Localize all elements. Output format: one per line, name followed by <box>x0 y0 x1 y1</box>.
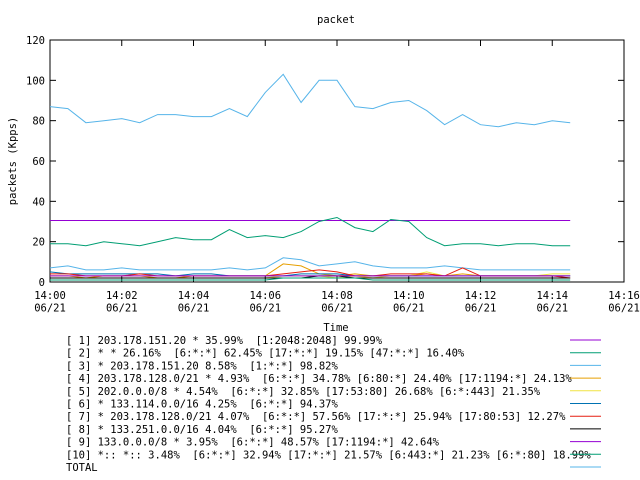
y-tick-label: 60 <box>32 156 45 168</box>
legend-label: [ 3] * 203.178.151.20 8.58% [1:*:*] 98.8… <box>66 360 339 372</box>
legend-label: [ 7] * 203.178.128.0/21 4.07% [6:*:*] 57… <box>66 411 566 423</box>
x-tick-label: 14:10 06/21 <box>393 290 425 315</box>
legend-label: [ 2] * * 26.16% [6:*:*] 62.45% [17:*:*] … <box>66 348 465 360</box>
y-tick-label: 20 <box>32 237 45 249</box>
x-tick-label: 14:14 06/21 <box>536 290 568 315</box>
legend-label: [10] *:: *:: 3.48% [6:*:*] 32.94% [17:*:… <box>66 449 591 461</box>
y-tick-label: 120 <box>26 35 45 47</box>
x-tick-label: 14:02 06/21 <box>106 290 138 315</box>
x-axis-label: Time <box>323 322 348 334</box>
series-line <box>50 277 571 281</box>
y-tick-label: 80 <box>32 116 45 128</box>
legend-label: [ 9] 133.0.0.0/8 * 3.95% [6:*:*] 48.57% … <box>66 437 440 449</box>
x-tick-label: 14:00 06/21 <box>34 290 66 315</box>
x-tick-label: 14:06 06/21 <box>249 290 281 315</box>
x-tick-label: 14:16 06/21 <box>608 290 640 315</box>
legend-label: TOTAL <box>66 462 98 474</box>
series-line <box>49 73 571 128</box>
legend-label: [ 1] 203.178.151.20 * 35.99% [1:2048:204… <box>66 335 383 347</box>
legend-label: [ 5] 202.0.0.0/8 * 4.54% [6:*:*] 32.85% … <box>66 386 541 398</box>
y-tick-label: 40 <box>32 196 45 208</box>
chart-title: packet <box>317 14 355 26</box>
legend-label: [ 4] 203.178.128.0/21 * 4.93% [6:*:*] 34… <box>66 373 572 385</box>
y-axis-label: packets (Kpps) <box>7 117 19 206</box>
legend-label: [ 6] * 133.114.0.0/16 4.25% [6:*:*] 94.3… <box>66 399 339 411</box>
series-line <box>50 275 571 279</box>
x-tick-label: 14:04 06/21 <box>178 290 210 315</box>
y-tick-label: 0 <box>39 277 45 289</box>
series-line <box>50 216 571 247</box>
legend-label: [ 8] * 133.251.0.0/16 4.04% [6:*:*] 95.2… <box>66 424 339 436</box>
y-tick-label: 100 <box>26 75 45 87</box>
x-tick-label: 14:12 06/21 <box>465 290 497 315</box>
series-line <box>49 257 571 271</box>
x-tick-label: 14:08 06/21 <box>321 290 353 315</box>
